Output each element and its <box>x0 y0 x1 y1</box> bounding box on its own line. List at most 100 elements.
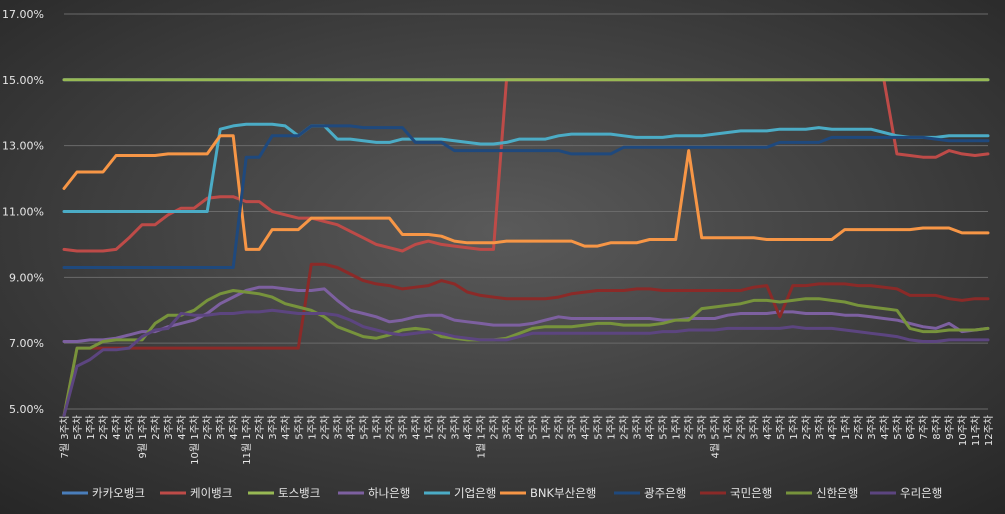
x-tick-label: 2주차 <box>684 415 696 440</box>
x-tick-label: 3주차 <box>814 415 826 440</box>
x-tick-label: 1주차 <box>723 415 735 440</box>
x-tick-label: 6주차 <box>905 415 917 440</box>
legend-label-0: 카카오뱅크 <box>92 486 145 500</box>
x-tick-label: 4주차 <box>176 415 188 440</box>
legend-label-7: 국민은행 <box>730 486 772 500</box>
x-tick-label: 3주차 <box>215 415 227 440</box>
x-tick-label: 2주차 <box>436 415 448 440</box>
x-tick-label: 2주차 <box>619 415 631 440</box>
x-tick-label: 3주차 <box>267 415 279 440</box>
legend-label-6: 광주은행 <box>644 486 686 500</box>
series-line-6 <box>62 124 990 269</box>
x-tick-label: 4주차 <box>762 415 774 440</box>
y-tick-label: 13.00% <box>2 140 44 153</box>
x-tick-label: 2주차 <box>98 415 110 440</box>
x-tick-label: 5주차 <box>124 415 136 440</box>
x-tick-label: 11월 1주차 <box>241 415 253 465</box>
x-tick-label: 5주차 <box>775 415 787 440</box>
x-tick-label: 8주차 <box>931 415 943 440</box>
x-tick-label: 4주차 <box>580 415 592 440</box>
x-tick-label: 10주차 <box>957 415 969 446</box>
legend: 카카오뱅크 케이뱅크 토스뱅크 하나은행 기업은행 BNK부산은행 광주은행 국민은행 신한은행… <box>62 486 942 500</box>
x-tick-label: 3주차 <box>567 415 579 440</box>
x-tick-label: 7주차 <box>918 415 930 440</box>
x-tick-label: 4월 5주차 <box>710 415 722 459</box>
x-tick-label: 2주차 <box>254 415 266 440</box>
x-tick-label: 4주차 <box>514 415 526 440</box>
series-line-7 <box>62 262 990 418</box>
legend-label-5: BNK부산은행 <box>530 486 596 500</box>
x-tick-label: 9주차 <box>944 415 956 440</box>
x-tick-label: 3주차 <box>332 415 344 440</box>
x-tick-label: 5주차 <box>293 415 305 440</box>
x-tick-label: 1주차 <box>85 415 97 440</box>
x-tick-label: 4주차 <box>280 415 292 440</box>
x-tick-label: 3주차 <box>697 415 709 440</box>
x-tick-label: 7월 3주차 <box>59 415 71 459</box>
x-tick-label: 2주차 <box>488 415 500 440</box>
legend-label-2: 토스뱅크 <box>278 486 320 500</box>
legend-label-1: 케이뱅크 <box>190 486 232 500</box>
x-tick-label: 3주차 <box>163 415 175 440</box>
x-tick-label: 2주차 <box>319 415 331 440</box>
x-tick-label: 1주차 <box>306 415 318 440</box>
x-tick-label: 3주차 <box>866 415 878 440</box>
legend-label-4: 기업은행 <box>454 486 496 500</box>
x-tick-label: 1주차 <box>541 415 553 440</box>
x-tick-label: 3주차 <box>449 415 461 440</box>
x-tick-label: 4주차 <box>410 415 422 440</box>
series-line-8 <box>62 289 990 418</box>
x-tick-label: 9월 1주차 <box>137 415 149 459</box>
x-tick-label: 3주차 <box>749 415 761 440</box>
x-tick-label: 1주차 <box>423 415 435 440</box>
x-tick-label: 11주차 <box>970 415 982 446</box>
y-axis-tick-labels: 5.00% 7.00% 9.00% 11.00% 13.00% 15.00% 17.00% <box>2 8 44 416</box>
y-tick-label: 17.00% <box>2 8 44 21</box>
legend-label-8: 신한은행 <box>816 486 858 500</box>
series-line-4 <box>62 122 990 213</box>
x-tick-label: 2주차 <box>384 415 396 440</box>
series-lines <box>62 78 990 418</box>
x-tick-label: 5주차 <box>358 415 370 440</box>
x-tick-label: 1주차 <box>671 415 683 440</box>
x-tick-label: 3주차 <box>397 415 409 440</box>
y-tick-label: 11.00% <box>2 206 44 219</box>
x-tick-label: 2주차 <box>202 415 214 440</box>
x-tick-label: 1주차 <box>788 415 800 440</box>
x-tick-label: 2주차 <box>853 415 865 440</box>
legend-label-3: 하나은행 <box>368 486 410 500</box>
x-tick-label: 5주차 <box>658 415 670 440</box>
series-line-9 <box>62 308 990 418</box>
x-tick-label: 4주차 <box>228 415 240 440</box>
x-tick-label: 10월 1주차 <box>189 415 201 465</box>
legend-label-9: 우리은행 <box>900 486 942 500</box>
y-tick-label: 9.00% <box>9 271 44 284</box>
x-tick-label: 2주차 <box>801 415 813 440</box>
x-tick-label: 12주차 <box>983 415 995 446</box>
x-tick-label: 2주차 <box>736 415 748 440</box>
x-tick-label: 4주차 <box>345 415 357 440</box>
x-tick-label: 4주차 <box>645 415 657 440</box>
x-tick-label: 4주차 <box>462 415 474 440</box>
x-tick-label: 5주차 <box>892 415 904 440</box>
series-line-5 <box>62 134 990 251</box>
y-tick-label: 15.00% <box>2 74 44 87</box>
y-tick-label: 5.00% <box>9 403 44 416</box>
x-tick-label: 1주차 <box>606 415 618 440</box>
x-tick-label: 1주차 <box>840 415 852 440</box>
x-tick-label: 5주차 <box>528 415 540 440</box>
x-tick-label: 4주차 <box>111 415 123 440</box>
x-tick-label: 4주차 <box>827 415 839 440</box>
x-tick-label: 5주차 <box>593 415 605 440</box>
x-tick-label: 3주차 <box>632 415 644 440</box>
y-tick-label: 7.00% <box>9 337 44 350</box>
x-tick-label: 3주차 <box>501 415 513 440</box>
x-tick-label: 1월 1주차 <box>475 415 487 459</box>
x-tick-label: 4주차 <box>879 415 891 440</box>
x-tick-label: 1주차 <box>371 415 383 440</box>
series-line-3 <box>62 285 990 343</box>
x-axis-tick-labels: 7월 3주차 5주차 1주차 2주차 4주차 5주차 9월 1주차 2주차 3주차 4주차 10월 … <box>59 415 995 465</box>
